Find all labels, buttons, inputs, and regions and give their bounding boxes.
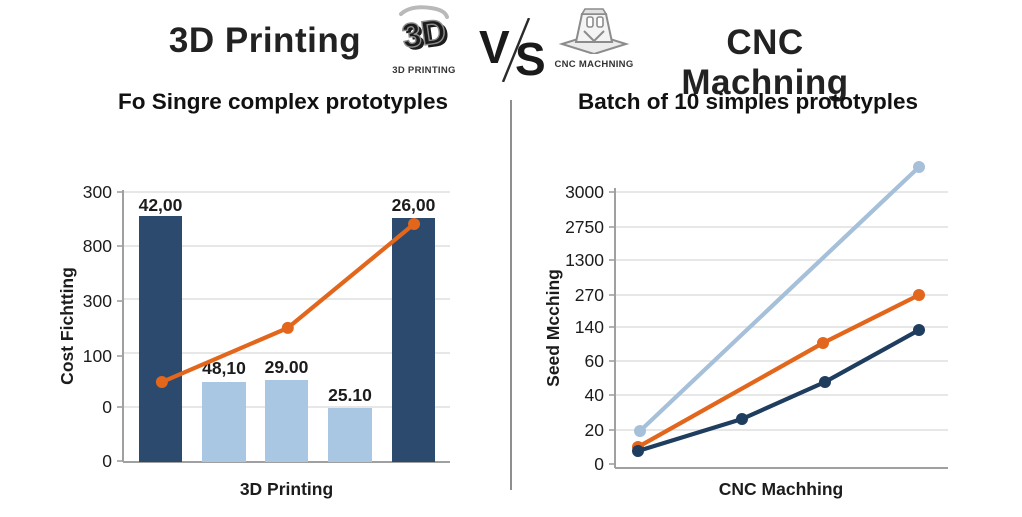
- y-tick-label: 20: [585, 420, 605, 440]
- bar-value-label: 29.00: [265, 357, 309, 377]
- cnc-machine-icon-graphic: [558, 8, 630, 56]
- vs-letter-s: S: [515, 33, 546, 85]
- data-point: [913, 161, 925, 173]
- vs-slash-icon: [501, 18, 531, 82]
- data-point: [913, 289, 925, 301]
- data-point: [155, 376, 168, 389]
- y-tick-label: 0: [102, 397, 112, 417]
- data-point: [817, 337, 829, 349]
- orange-line: [635, 292, 922, 450]
- y-tick-label: 300: [83, 182, 112, 202]
- data-point: [819, 376, 831, 388]
- y-axis-label: Seed Mcching: [543, 269, 563, 387]
- data-point: [736, 413, 748, 425]
- x-axis-label: 3D Printing: [240, 479, 333, 499]
- right-chart: 3000 2750 1300 270 140 60 40 20 0 CNC Machhing See…: [543, 161, 948, 499]
- cnc-machine-icon-caption: CNC MACHNING: [554, 59, 634, 70]
- data-point: [408, 218, 421, 230]
- bar: [139, 216, 182, 462]
- bar: [202, 382, 246, 462]
- bar: [328, 408, 372, 462]
- 3d-printing-icon-caption: 3D PRINTING: [392, 65, 456, 76]
- left-chart: 300 800 300 100 0 0 42,00 48,10 29.00 25.10 26,00 3…: [57, 182, 450, 499]
- y-tick-label: 40: [585, 385, 605, 405]
- vs-letter-v: V: [479, 21, 510, 73]
- right-title: CNC Machning: [681, 23, 849, 102]
- y-tick-label: 3000: [565, 182, 604, 202]
- left-subtitle: Fo Singre complex prototyples: [117, 89, 449, 114]
- bar: [392, 218, 435, 462]
- svg-text:3D: 3D: [403, 15, 451, 59]
- bar-value-label: 26,00: [392, 195, 436, 215]
- y-tick-label: 60: [585, 351, 605, 371]
- vs-mark: V S: [477, 18, 553, 82]
- cnc-machine-icon: CNC MACHNING: [552, 4, 636, 72]
- y-tick-label: 300: [83, 291, 112, 311]
- bar: [265, 380, 308, 462]
- y-tick-label: 270: [575, 285, 604, 305]
- y-tick-label: 140: [575, 317, 604, 337]
- bar-value-label: 48,10: [202, 358, 246, 378]
- bar-value-label: 42,00: [139, 195, 183, 215]
- bar-value-label: 25.10: [328, 385, 372, 405]
- y-tick-label: 2750: [565, 217, 604, 237]
- y-axis-label: Cost Fichtting: [57, 267, 77, 385]
- data-point: [632, 445, 644, 457]
- y-tick-label: 0: [594, 454, 604, 474]
- left-title: 3D Printing: [168, 21, 362, 60]
- 3d-printing-icon: 3D 3D 3D PRINTING: [383, 4, 465, 76]
- y-tick-label: 1300: [565, 250, 604, 270]
- light-blue-line: [637, 164, 922, 434]
- y-tick-label: 100: [83, 346, 112, 366]
- x-axis-label: CNC Machhing: [719, 479, 843, 499]
- navy-line: [635, 327, 922, 454]
- data-point: [913, 324, 925, 336]
- 3d-printing-icon-graphic: 3D 3D: [399, 5, 452, 59]
- y-tick-label: 0: [102, 451, 112, 471]
- data-point: [634, 425, 646, 437]
- data-point: [281, 321, 294, 334]
- right-subtitle: Batch of 10 simples prototyples: [577, 89, 919, 114]
- section-divider: [510, 100, 512, 490]
- y-tick-label: 800: [83, 236, 112, 256]
- svg-text:3D: 3D: [400, 12, 448, 56]
